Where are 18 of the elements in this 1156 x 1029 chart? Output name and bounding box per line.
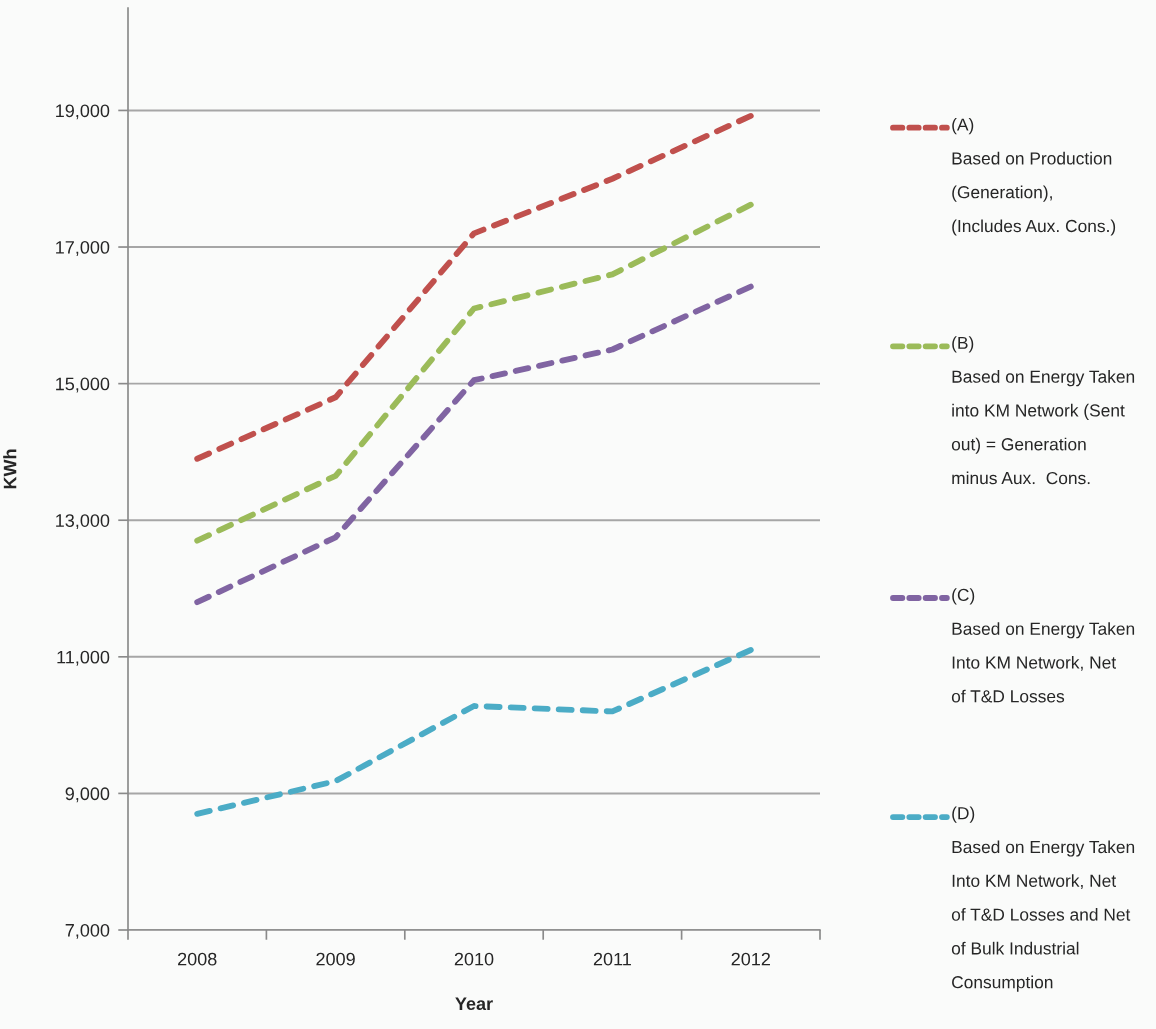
- y-tick-label: 15,000: [56, 377, 110, 393]
- x-tick-label: 2012: [731, 952, 770, 966]
- x-axis-title: Year: [455, 997, 493, 1011]
- legend-label: (B) Based on Energy Taken into KM Network (Sent out) = Generation minus Aux. Cons.: [951, 336, 1135, 485]
- y-tick-label: 13,000: [56, 514, 110, 530]
- y-axis-title: KWh: [3, 449, 17, 489]
- x-tick-label: 2009: [316, 952, 355, 966]
- y-tick-label: 7,000: [65, 923, 110, 939]
- text: (A) Based on Production (Generation), (Includes Aux. Cons.): [952, 118, 1116, 236]
- x-tick-label: 2010: [454, 952, 494, 966]
- x-tick-label: 2011: [593, 952, 631, 966]
- x-tick-label: 2008: [178, 952, 217, 966]
- y-tick-label: 19,000: [56, 104, 110, 120]
- text: (D) Based on Energy Taken Into KM Network, Net of T&D Losses and Net of Bulk Industrial Consumption: [951, 806, 1135, 992]
- y-tick-label: 9,000: [65, 787, 110, 803]
- y-tick-label: 17,000: [56, 240, 110, 256]
- y-tick-label: 11,000: [57, 650, 110, 666]
- legend-label: (C) Based on Energy Taken Into KM Network, Net of T&D Losses: [951, 588, 1135, 703]
